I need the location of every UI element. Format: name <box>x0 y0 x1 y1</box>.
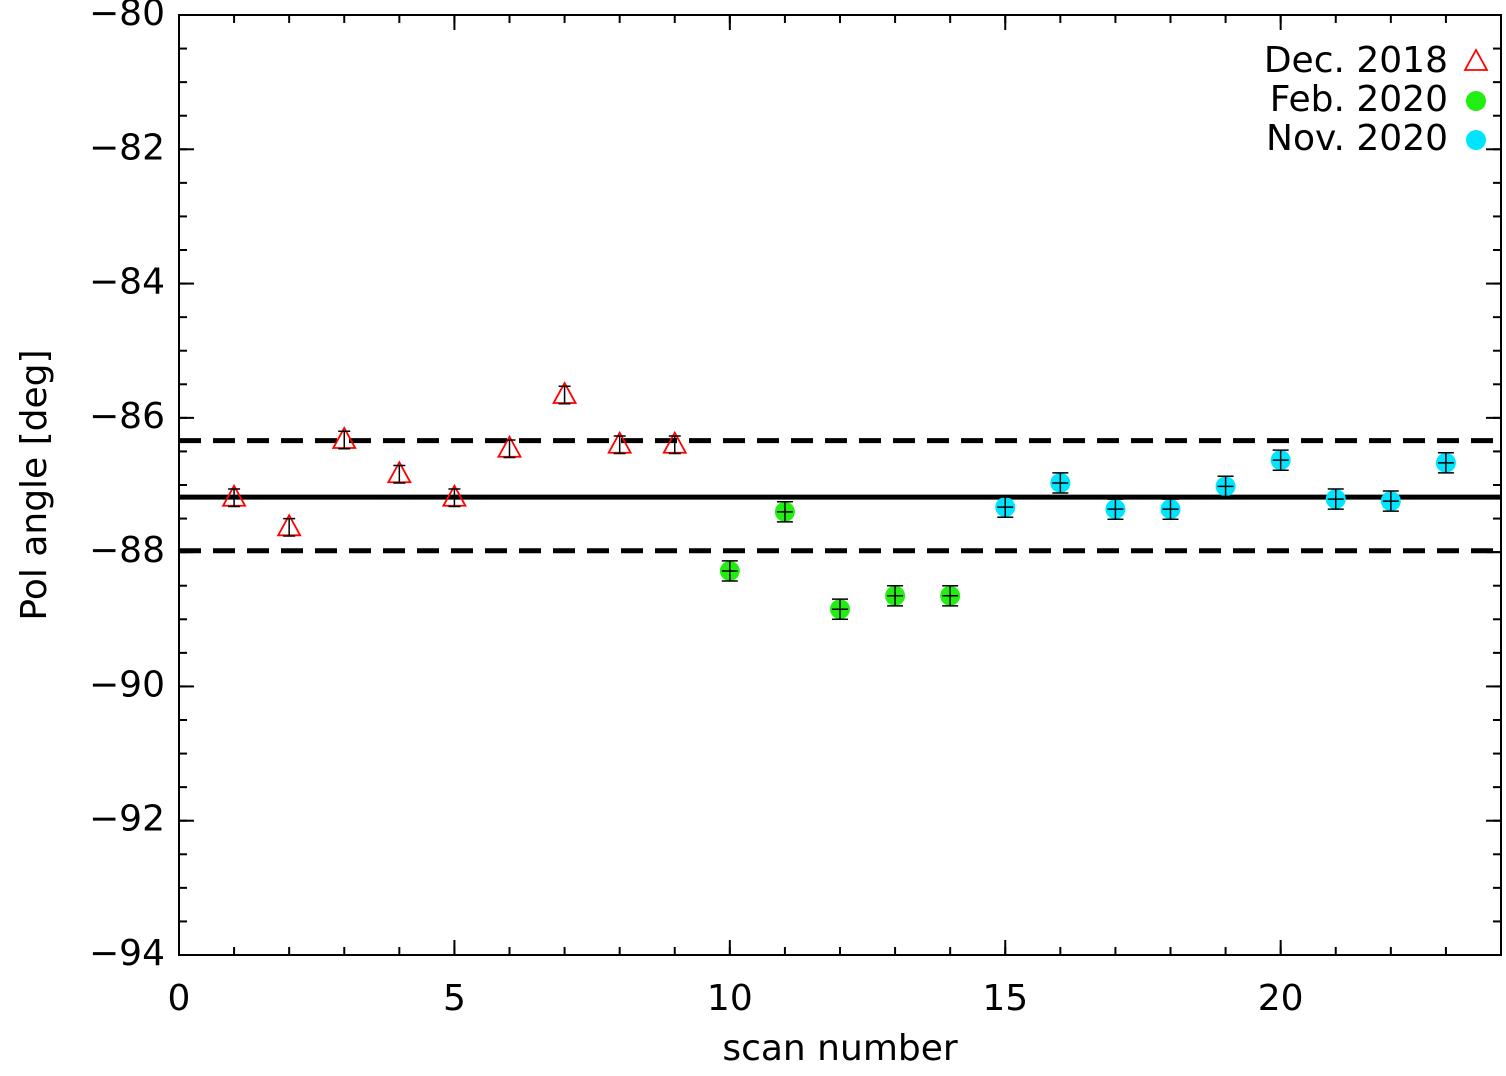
x-tick-label: 5 <box>443 978 466 1019</box>
error-bar <box>338 430 351 450</box>
legend-label: Dec. 2018 <box>1264 40 1448 81</box>
x-tick-label: 0 <box>168 978 191 1019</box>
y-axis-label: Pol angle [deg] <box>14 349 55 620</box>
legend-marker <box>1463 48 1489 71</box>
error-bar <box>668 435 681 455</box>
error-bar <box>776 501 793 523</box>
error-bar <box>1382 490 1399 512</box>
y-tick-label: −90 <box>89 664 165 705</box>
error-bar <box>1162 498 1179 520</box>
error-bar <box>503 439 516 459</box>
error-bar <box>283 517 296 537</box>
legend-label: Nov. 2020 <box>1266 118 1448 159</box>
y-tick-label: −92 <box>89 799 165 840</box>
y-tick-label: −94 <box>89 933 165 974</box>
error-bar <box>613 435 626 455</box>
error-bar <box>887 584 904 607</box>
error-bar <box>1107 498 1124 520</box>
y-tick-label: −86 <box>89 396 165 437</box>
legend-label: Feb. 2020 <box>1270 79 1448 120</box>
error-bar <box>832 598 848 621</box>
error-bar <box>1272 449 1289 471</box>
error-bar <box>1327 488 1344 510</box>
error-bar <box>1052 472 1069 494</box>
legend-marker <box>1466 130 1486 150</box>
error-bar <box>721 560 738 582</box>
x-tick-label: 10 <box>707 978 753 1019</box>
error-bar <box>942 584 959 607</box>
legend-marker <box>1466 91 1486 111</box>
y-tick-label: −80 <box>89 0 165 34</box>
error-bar <box>393 464 406 484</box>
error-bar <box>1437 452 1454 474</box>
error-bar <box>228 488 241 508</box>
x-tick-label: 15 <box>982 978 1028 1019</box>
error-bar <box>1217 475 1234 498</box>
error-bar <box>997 496 1014 518</box>
error-bar <box>448 488 461 508</box>
x-axis-label: scan number <box>722 1028 958 1069</box>
y-tick-label: −82 <box>89 127 165 168</box>
x-tick-label: 20 <box>1258 978 1304 1019</box>
y-tick-label: −88 <box>89 530 165 571</box>
y-tick-label: −84 <box>89 262 165 303</box>
error-bar <box>558 385 571 405</box>
